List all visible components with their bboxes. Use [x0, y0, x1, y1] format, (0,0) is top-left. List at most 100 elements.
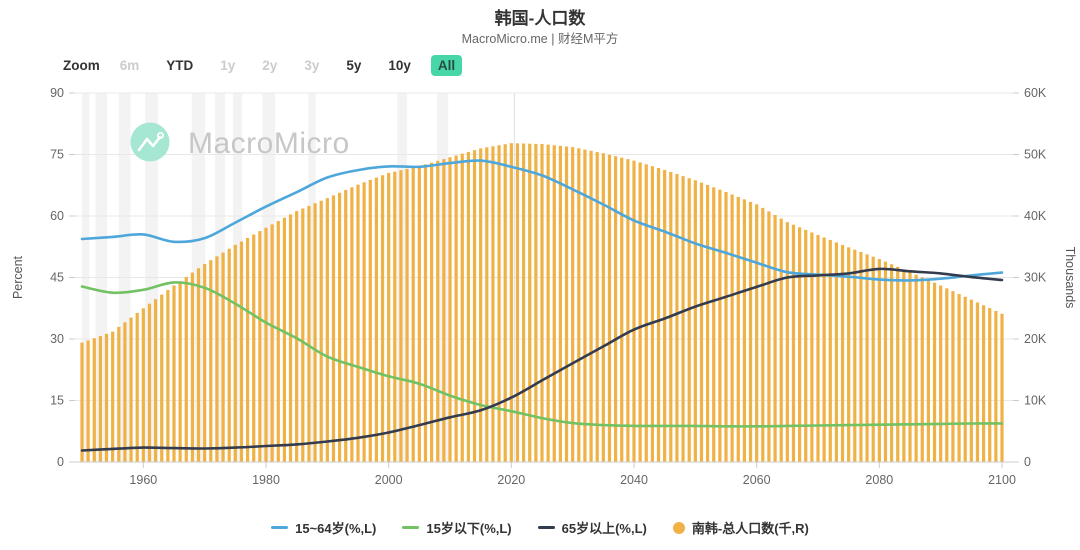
- y-left-axis-title: Percent: [11, 255, 25, 299]
- bar-year-2058: [742, 199, 746, 462]
- zoom-button-10y[interactable]: 10y: [388, 58, 411, 73]
- bar-year-2004: [411, 167, 415, 462]
- bar-year-2013: [466, 151, 470, 462]
- bar-year-2016: [485, 147, 489, 462]
- bar-year-2076: [853, 249, 857, 462]
- bar-year-2043: [650, 166, 654, 462]
- bar-year-1972: [215, 256, 219, 462]
- bar-year-2100: [1000, 313, 1004, 462]
- y-left-label: 45: [50, 271, 64, 285]
- bar-year-2041: [638, 162, 642, 462]
- bar-year-2069: [810, 232, 814, 462]
- logo-zigzag-icon: [137, 135, 162, 152]
- legend-line-marker: [537, 526, 555, 529]
- bar-year-1963: [160, 294, 164, 462]
- bar-year-1984: [288, 214, 293, 462]
- series-line-1: [80, 281, 1004, 428]
- bar-year-1976: [239, 241, 244, 462]
- bar-year-2038: [620, 157, 624, 462]
- bar-year-1992: [338, 192, 342, 462]
- bar-year-2074: [840, 244, 845, 462]
- bar-year-2064: [779, 218, 783, 462]
- bar-year-1997: [368, 179, 372, 462]
- bar-year-2012: [460, 153, 464, 462]
- legend-item-3[interactable]: 南韩-总人口数(千,R): [672, 518, 809, 537]
- bar-year-2095: [969, 299, 973, 462]
- y-left-label: 15: [50, 394, 64, 408]
- zoom-button-3y: 3y: [304, 58, 320, 73]
- bar-year-2034: [595, 152, 599, 462]
- bar-year-2062: [767, 211, 771, 462]
- bar-year-1990: [325, 198, 329, 462]
- y-right-label: 0: [1024, 455, 1031, 469]
- bar-year-1951: [86, 340, 90, 462]
- legend-label: 南韩-总人口数(千,R): [691, 521, 809, 536]
- bar-year-1974: [227, 248, 231, 462]
- legend-item-2[interactable]: 65岁以上(%,L): [537, 518, 647, 537]
- chart-title: 韩国-人口数: [494, 9, 586, 28]
- population-bars: [80, 143, 1004, 463]
- series-line-2: [80, 267, 1004, 452]
- y-left-label: 75: [50, 148, 64, 162]
- bar-year-1952: [92, 338, 96, 462]
- bar-year-2033: [589, 150, 593, 462]
- bar-year-1973: [221, 252, 225, 462]
- bar-year-2079: [871, 256, 875, 462]
- bar-year-1955: [111, 331, 115, 462]
- bar-year-2015: [479, 148, 483, 462]
- y-left-label: 90: [50, 86, 64, 100]
- bar-year-1983: [282, 217, 286, 462]
- bar-year-1991: [331, 195, 336, 463]
- population-chart-canvas[interactable]: MacroMicro 1960 1980 2000 2020 2040 2060 2080 21…: [0, 80, 1080, 500]
- bar-year-2030: [571, 147, 575, 462]
- zoom-label: Zoom: [63, 58, 100, 73]
- zoom-button-all[interactable]: All: [430, 55, 463, 76]
- bar-year-2037: [614, 156, 618, 463]
- legend-item-0[interactable]: 15~64岁(%,L): [271, 518, 376, 537]
- bar-year-2029: [564, 146, 569, 462]
- bar-year-1970: [203, 263, 207, 462]
- y-right-label: 40K: [1024, 209, 1047, 223]
- legend-item-1[interactable]: 15岁以下(%,L): [402, 518, 512, 537]
- bar-year-2061: [761, 207, 765, 462]
- bar-year-2042: [644, 164, 648, 462]
- bar-year-1968: [190, 272, 194, 462]
- bar-year-2067: [798, 227, 802, 462]
- bar-year-2020: [509, 143, 513, 462]
- bar-year-1985: [295, 211, 299, 462]
- bar-year-2028: [558, 145, 562, 462]
- zoom-button-1y: 1y: [220, 58, 236, 73]
- bar-year-2086: [914, 274, 918, 462]
- bar-year-2091: [945, 288, 949, 462]
- bar-year-1998: [374, 177, 378, 462]
- bar-year-2085: [908, 271, 912, 462]
- y-left-label: 30: [50, 332, 64, 346]
- x-axis-label: 2060: [743, 473, 771, 487]
- bar-year-2081: [883, 261, 888, 462]
- legend-line-marker: [271, 526, 289, 529]
- zoom-button-5y[interactable]: 5y: [346, 58, 362, 73]
- bar-year-1982: [276, 221, 280, 462]
- bar-year-2036: [607, 154, 612, 462]
- legend-label: 15~64岁(%,L): [295, 521, 377, 536]
- bar-year-2049: [687, 178, 691, 462]
- bar-year-2088: [926, 280, 930, 462]
- bar-year-2075: [847, 247, 851, 462]
- bar-year-2011: [454, 155, 458, 462]
- legend-label: 15岁以下(%,L): [426, 521, 512, 536]
- bar-year-2017: [491, 146, 495, 462]
- bar-year-2099: [994, 310, 998, 462]
- bar-year-2089: [932, 282, 937, 462]
- watermark-logo: MacroMicro: [130, 122, 349, 162]
- zoom-button-2y: 2y: [262, 58, 278, 73]
- bar-year-2032: [583, 149, 587, 462]
- bar-year-1969: [196, 268, 201, 462]
- bar-year-2031: [577, 148, 581, 462]
- y-right-label: 20K: [1024, 332, 1047, 346]
- bar-year-1977: [246, 238, 250, 462]
- zoom-button-ytd[interactable]: YTD: [166, 58, 194, 73]
- bar-year-2054: [718, 189, 722, 462]
- y-right-label: 30K: [1024, 271, 1047, 285]
- bar-year-2050: [693, 180, 697, 462]
- bar-year-2060: [755, 204, 759, 462]
